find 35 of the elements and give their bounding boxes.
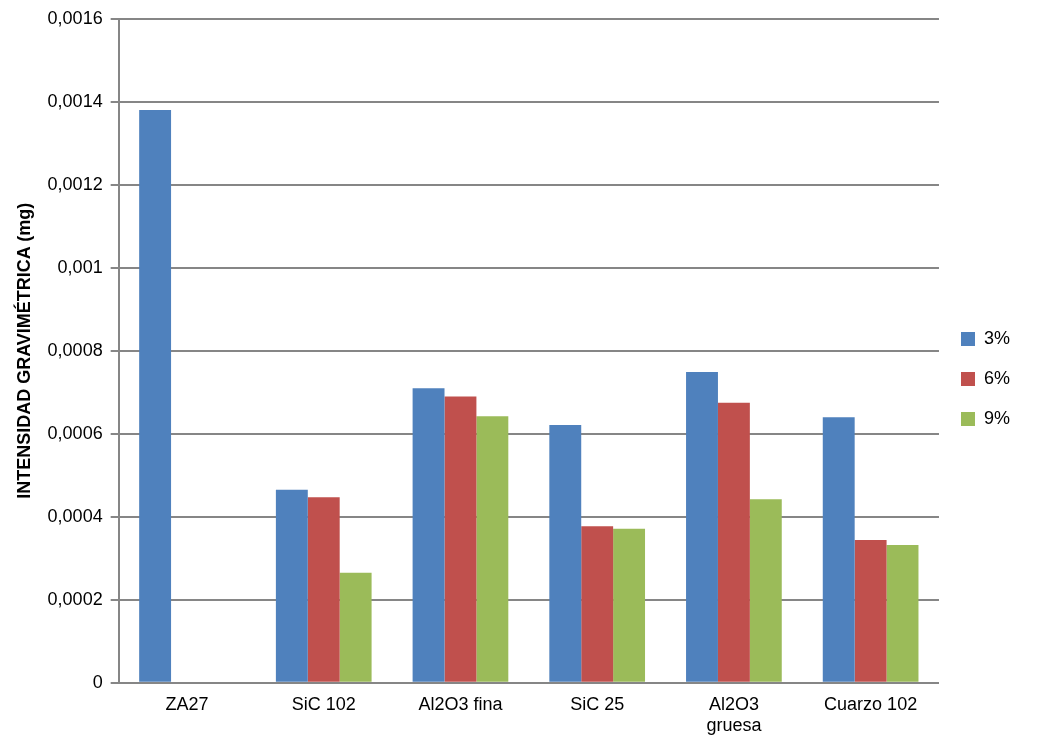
x-tick-label: Cuarzo 102 [824,693,918,714]
x-tick-label: Al2O3 fina [418,693,504,714]
y-tick-label: 0,0006 [47,422,103,443]
y-tick-label: 0,0004 [47,505,103,526]
bar [581,526,614,682]
bar [886,545,919,682]
legend-label: 3% [983,327,1010,348]
bar [749,499,782,682]
y-tick-label: 0,0012 [47,173,103,194]
x-tick-label: SiC 102 [291,693,356,714]
bar [412,388,445,682]
y-tick-label: 0 [92,671,103,692]
bar [139,110,172,682]
legend-label: 9% [983,407,1010,428]
bar [717,402,750,682]
bar [275,489,308,682]
y-tick-label: 0,0002 [47,588,103,609]
x-tick-label: SiC 25 [570,693,625,714]
y-tick-label: 0,001 [57,256,103,277]
y-tick-label: 0,0008 [47,339,103,360]
bar [549,425,582,682]
bar [444,396,477,682]
y-tick-label: 0,0014 [47,90,103,111]
y-tick-label: 0,0016 [47,7,103,28]
y-axis-title: INTENSIDAD GRAVIMÉTRICA (mg) [12,202,34,499]
bar [339,572,372,682]
x-tick-label: ZA27 [165,693,209,714]
bar [307,497,340,682]
x-tick-label: Al2O3 gruesa [706,693,763,736]
bar [476,416,509,682]
bar [613,528,646,682]
bar [822,417,855,682]
legend-label: 6% [983,367,1010,388]
bar [686,371,718,682]
bar [854,540,887,682]
